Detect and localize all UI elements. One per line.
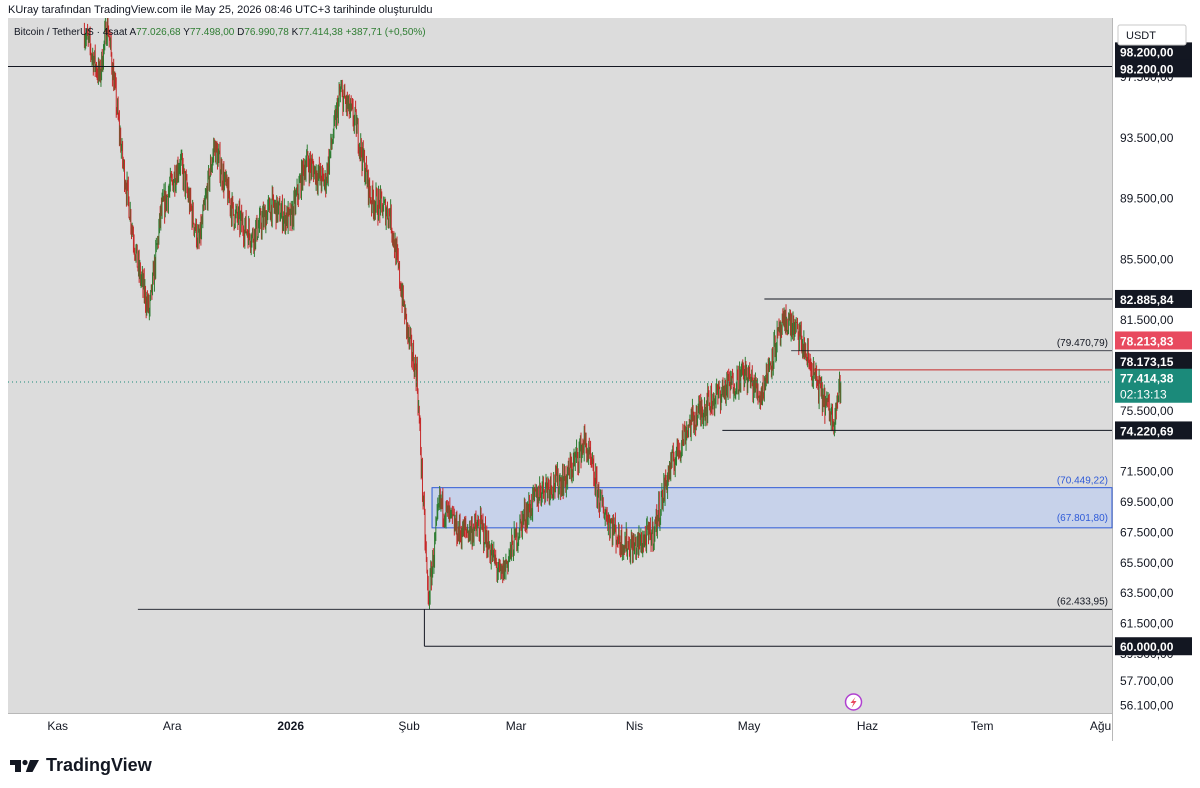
axis-level-0-a: 98.200,00 — [1120, 45, 1174, 59]
flash-icon-bolt — [850, 697, 857, 708]
y-tick-label-7: 69.500,00 — [1120, 495, 1174, 509]
y-tick-label-4: 81.500,00 — [1120, 313, 1174, 327]
zone-top-label: (70.449,22) — [1057, 476, 1108, 487]
time-axis[interactable] — [8, 713, 1112, 741]
chart[interactable]: (70.449,22) (67.801,80) (79.470,79) (62.433… — [8, 18, 1192, 741]
last-price-label: 77.414,38 — [1120, 372, 1174, 386]
axis-level-1: 82.885,84 — [1120, 293, 1174, 307]
axis-level-0-a-bg — [1115, 42, 1192, 61]
x-tick-label-5: Nis — [626, 719, 643, 733]
axis-level-4: 78.173,15 — [1120, 355, 1174, 369]
x-tick-label-4: Mar — [506, 719, 527, 733]
currency-label: USDT — [1126, 30, 1156, 42]
tradingview-logo-icon — [10, 759, 39, 772]
axis-level-5: 74.220,69 — [1120, 424, 1174, 438]
y-tick-label-14: 56.100,00 — [1120, 698, 1174, 712]
axis-level-1-bg — [1115, 289, 1192, 308]
level-text-6: (62.433,95) — [1057, 596, 1108, 607]
x-tick-label-6: May — [738, 719, 761, 733]
level-text-2: (79.470,79) — [1057, 338, 1108, 349]
symbol-legend: Bitcoin / TetherUS · 4saat A77.026,68 Y7… — [14, 27, 426, 38]
axis-level-4-bg — [1115, 351, 1192, 370]
x-tick-label-0: Kas — [47, 719, 68, 733]
last-price-bg — [1115, 368, 1192, 403]
brand-name: TradingView — [46, 755, 152, 775]
axis-level-7: 60.000,00 — [1120, 640, 1174, 654]
candles[interactable] — [83, 18, 842, 610]
axis-level-7-bg — [1115, 637, 1192, 656]
axis-level-0-bg — [1115, 59, 1192, 78]
y-tick-label-3: 85.500,00 — [1120, 252, 1174, 266]
x-tick-label-3: Şub — [398, 719, 420, 733]
y-tick-label-6: 71.500,00 — [1120, 465, 1174, 479]
tradingview-logo[interactable]: TradingView — [10, 755, 152, 776]
y-tick-label-1: 93.500,00 — [1120, 131, 1174, 145]
y-tick-label-13: 57.700,00 — [1120, 674, 1174, 688]
axis-level-3-bg — [1115, 331, 1192, 350]
y-tick-label-11: 61.500,00 — [1120, 616, 1174, 630]
chart-caption: KUray tarafından TradingView.com ile May… — [8, 4, 433, 16]
x-tick-label-8: Tem — [971, 719, 994, 733]
x-tick-label-1: Ara — [163, 719, 182, 733]
countdown-label: 02:13:13 — [1120, 388, 1167, 402]
y-tick-label-5: 75.500,00 — [1120, 404, 1174, 418]
zone-bottom-label: (67.801,80) — [1057, 513, 1108, 524]
y-tick-label-2: 89.500,00 — [1120, 192, 1174, 206]
y-tick-label-8: 67.500,00 — [1120, 525, 1174, 539]
y-tick-label-10: 63.500,00 — [1120, 586, 1174, 600]
x-tick-label-2: 2026 — [277, 719, 304, 733]
plot-area[interactable] — [8, 18, 1112, 713]
x-tick-label-9: Ağu — [1090, 719, 1111, 733]
axis-level-5-bg — [1115, 421, 1192, 440]
x-tick-label-7: Haz — [857, 719, 878, 733]
y-tick-label-9: 65.500,00 — [1120, 556, 1174, 570]
currency-box[interactable] — [1117, 24, 1187, 46]
axis-level-0: 98.200,00 — [1120, 62, 1174, 76]
axis-level-3: 78.213,83 — [1120, 334, 1174, 348]
